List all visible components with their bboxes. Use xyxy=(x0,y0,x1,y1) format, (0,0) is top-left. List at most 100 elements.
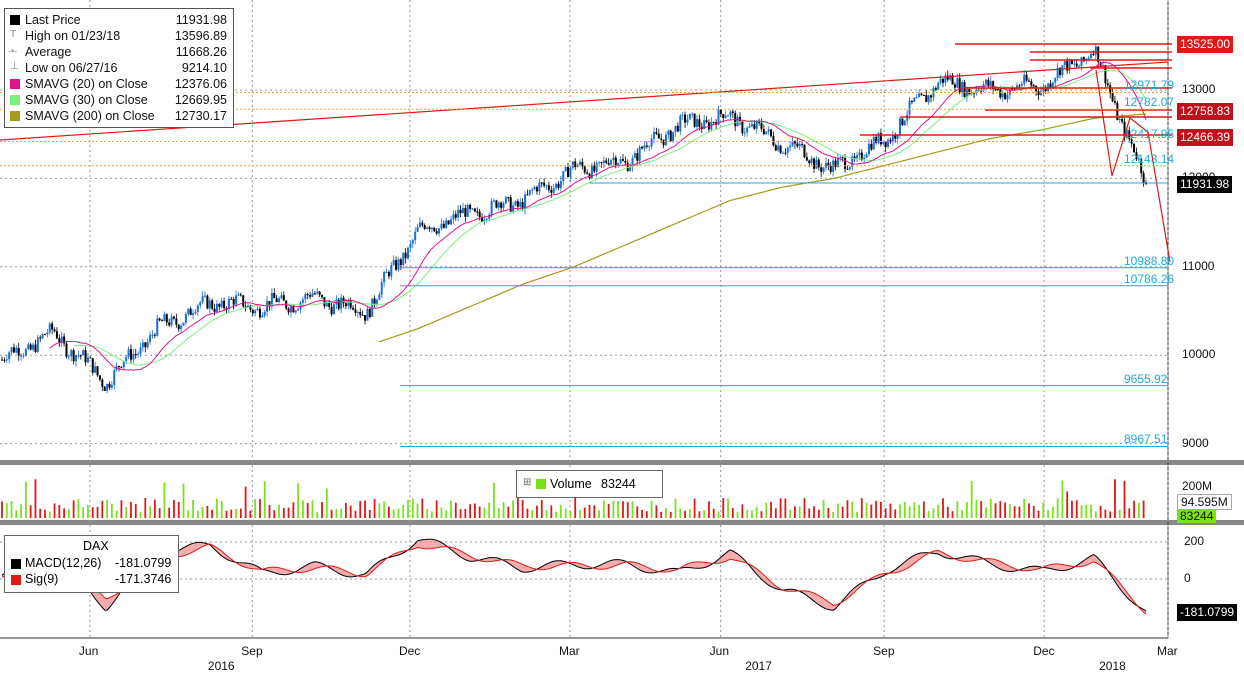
volume-bar xyxy=(464,509,467,518)
candle-body xyxy=(242,295,245,307)
volume-bar xyxy=(674,498,677,518)
candle-body xyxy=(125,357,128,362)
candle-body xyxy=(557,183,560,189)
candle-body xyxy=(633,153,636,158)
candle-body xyxy=(266,301,269,312)
macd-tick-label: 0 xyxy=(1184,571,1191,585)
candle-body xyxy=(963,82,966,98)
candle-body xyxy=(779,145,782,154)
volume-bar xyxy=(1047,510,1049,518)
volume-bar xyxy=(230,509,233,518)
candle-body xyxy=(770,129,773,137)
candle-body xyxy=(359,312,362,315)
candle-body xyxy=(139,347,142,354)
candle-body xyxy=(669,130,672,142)
candle-body xyxy=(321,294,324,298)
volume-last-tag: 83244 xyxy=(1177,509,1217,523)
candle-body xyxy=(433,227,436,232)
candle-body xyxy=(254,310,257,314)
volume-bar xyxy=(287,507,290,518)
candle-body xyxy=(311,293,314,297)
candle-body xyxy=(526,194,529,196)
candle-body xyxy=(958,78,961,93)
volume-bar xyxy=(82,507,85,518)
candle-body xyxy=(53,329,56,332)
candle-body xyxy=(856,154,859,160)
candle-body xyxy=(808,160,811,164)
candle-body xyxy=(1063,61,1066,66)
candle-body xyxy=(994,89,997,91)
candle-body xyxy=(194,311,197,314)
candle-body xyxy=(538,182,541,192)
candle-body xyxy=(144,342,147,348)
candle-body xyxy=(860,152,863,161)
candle-body xyxy=(146,341,149,348)
candle-body xyxy=(1111,93,1114,102)
candle-body xyxy=(132,353,135,360)
volume-bar xyxy=(946,506,949,518)
candle-body xyxy=(844,158,847,169)
candle-body xyxy=(485,218,488,220)
candle-body xyxy=(461,208,464,214)
candle-body xyxy=(218,303,221,307)
legend-value: 11668.26 xyxy=(175,45,227,59)
volume-bar xyxy=(48,511,51,518)
candle-body xyxy=(655,131,658,134)
candle-body xyxy=(86,357,89,363)
candle-body xyxy=(583,166,586,173)
volume-bar xyxy=(636,506,639,518)
candle-body xyxy=(1097,46,1100,63)
candle-body xyxy=(471,208,474,210)
expand-icon[interactable]: ⊞ xyxy=(523,477,532,488)
candle-body xyxy=(674,125,677,132)
volume-bar xyxy=(1013,506,1016,518)
candle-body xyxy=(533,187,536,190)
candle-body xyxy=(421,222,424,226)
candle-body xyxy=(746,127,749,133)
volume-bar xyxy=(364,500,366,518)
volume-bar xyxy=(856,511,858,518)
volume-bar xyxy=(1028,503,1030,518)
legend-value: 9214.10 xyxy=(181,61,227,75)
volume-bar xyxy=(373,499,376,518)
volume-bar xyxy=(1018,506,1021,518)
volume-bar xyxy=(789,510,792,518)
candle-body xyxy=(1066,61,1069,71)
volume-swatch xyxy=(536,479,546,489)
candle-body xyxy=(703,120,706,130)
candle-body xyxy=(684,114,687,123)
month-tick-label: Jun xyxy=(78,644,99,658)
year-tick-label: 2017 xyxy=(745,659,772,673)
volume-bar xyxy=(698,511,701,518)
volume-bar xyxy=(1142,500,1145,518)
volume-tick-label: 200M xyxy=(1182,479,1213,493)
candle-body xyxy=(301,299,304,303)
volume-bar xyxy=(1123,480,1126,518)
candle-body xyxy=(786,147,789,153)
volume-bar xyxy=(488,502,491,518)
candle-body xyxy=(270,292,273,307)
volume-bar xyxy=(440,507,443,518)
volume-bar xyxy=(1056,498,1059,518)
fibo-level-label: 12417.96 xyxy=(1124,127,1175,142)
month-tick-label: Mar xyxy=(558,644,580,658)
volume-bar xyxy=(951,511,954,518)
volume-bar xyxy=(473,503,476,518)
candle-body xyxy=(607,162,610,165)
candle-body xyxy=(925,95,928,103)
signal-line xyxy=(1,543,1147,615)
legend-label: High on 01/23/18 xyxy=(25,29,121,43)
volume-bar xyxy=(965,502,968,518)
volume-bar xyxy=(478,506,481,518)
volume-bar xyxy=(669,511,672,518)
month-tick-label: Dec xyxy=(398,644,421,658)
candle-body xyxy=(43,334,46,336)
candle-body xyxy=(595,163,598,172)
volume-bar xyxy=(665,507,667,518)
candle-body xyxy=(268,301,271,307)
volume-bar xyxy=(306,502,309,518)
volume-bar xyxy=(139,511,142,518)
candle-body xyxy=(261,315,264,318)
candle-body xyxy=(397,259,400,270)
volume-bar xyxy=(421,498,424,518)
